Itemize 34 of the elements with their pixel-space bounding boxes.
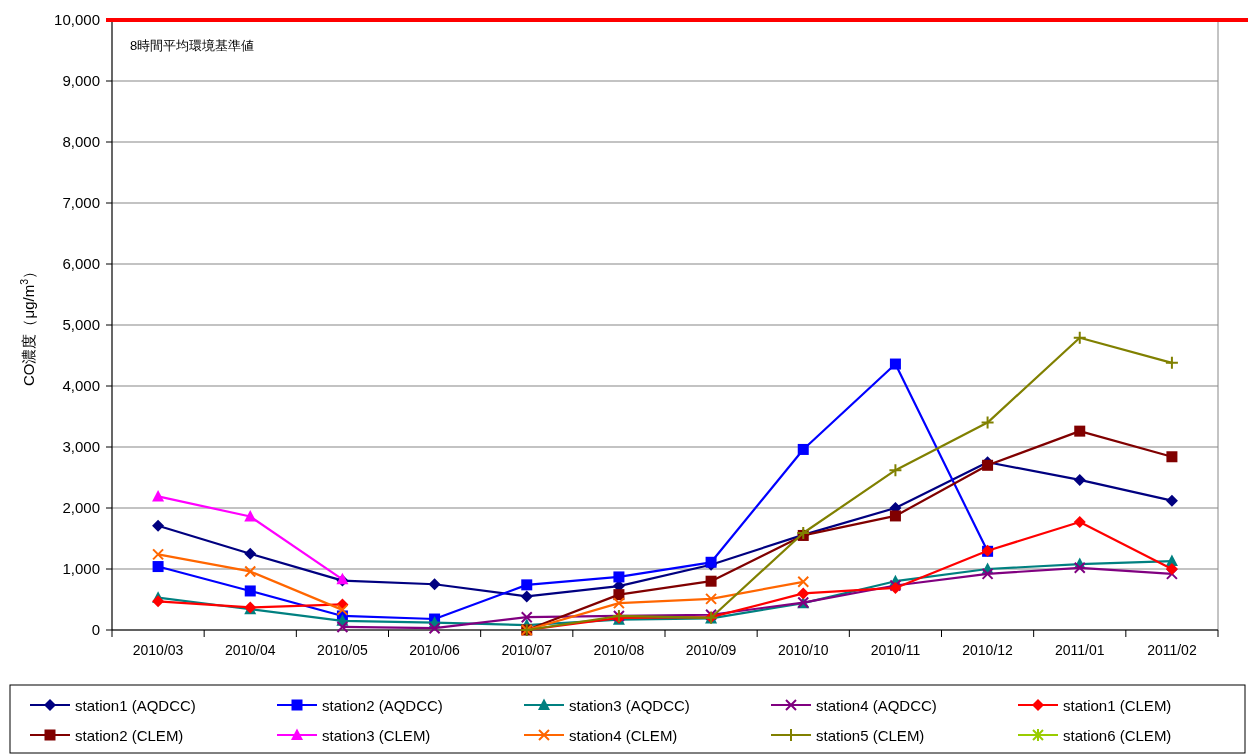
y-tick-label: 3,000: [62, 438, 100, 455]
legend-label: station1 (CLEM): [1063, 697, 1172, 714]
y-tick-label: 4,000: [62, 377, 100, 394]
legend-label: station3 (CLEM): [322, 727, 431, 744]
legend-label: station2 (AQDCC): [322, 697, 443, 714]
y-tick-label: 0: [91, 621, 100, 638]
legend-label: station4 (AQDCC): [816, 697, 937, 714]
x-tick-label: 2010/12: [962, 642, 1014, 658]
y-tick-label: 5,000: [62, 316, 100, 333]
x-tick-label: 2010/05: [317, 642, 368, 658]
x-tick-label: 2011/01: [1054, 642, 1105, 658]
x-tick-label: 2010/11: [870, 642, 921, 658]
x-tick-label: 2010/03: [132, 642, 184, 658]
y-tick-label: 2,000: [62, 499, 100, 516]
x-tick-label: 2010/07: [501, 642, 553, 658]
legend-label: station4 (CLEM): [569, 727, 678, 744]
legend-label: station1 (AQDCC): [75, 697, 196, 714]
x-tick-label: 2010/04: [224, 642, 276, 658]
legend-label: station5 (CLEM): [816, 727, 925, 744]
y-tick-label: 6,000: [62, 255, 100, 272]
x-tick-label: 2010/06: [409, 642, 461, 658]
legend-label: station6 (CLEM): [1063, 727, 1172, 744]
y-tick-label: 9,000: [62, 72, 100, 89]
y-tick-label: 7,000: [62, 194, 100, 211]
x-tick-label: 2010/08: [593, 642, 645, 658]
x-tick-label: 2010/09: [685, 642, 737, 658]
x-tick-label: 2011/02: [1147, 642, 1197, 658]
x-tick-label: 2010/10: [777, 642, 829, 658]
ref-line-label: 8時間平均環境基準値: [130, 38, 255, 53]
legend-label: station2 (CLEM): [75, 727, 184, 744]
y-tick-label: 8,000: [62, 133, 100, 150]
y-tick-label: 10,000: [54, 11, 100, 28]
legend-label: station3 (AQDCC): [569, 697, 690, 714]
y-tick-label: 1,000: [62, 560, 100, 577]
